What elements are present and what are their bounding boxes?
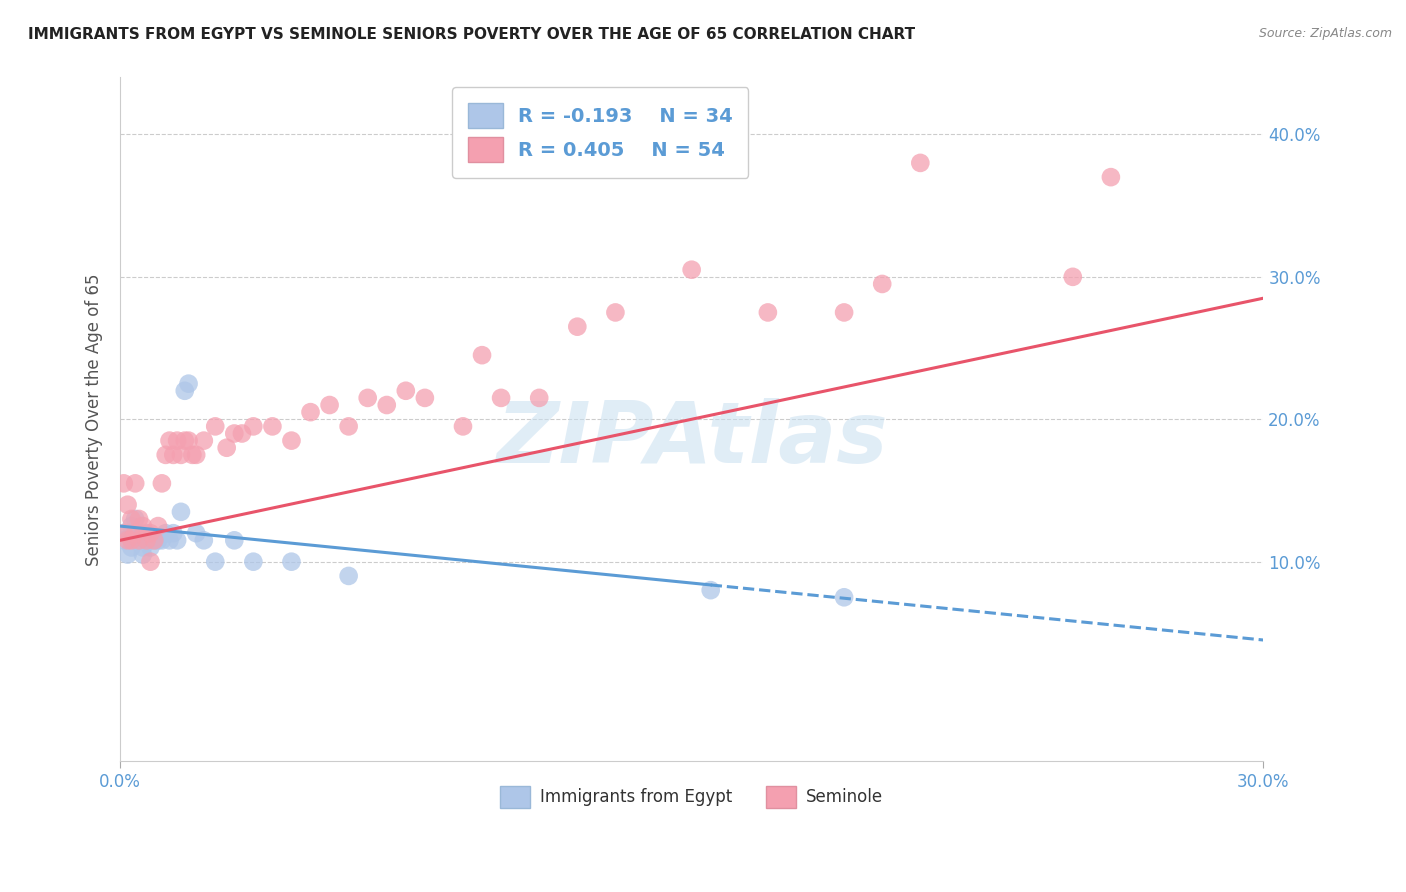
- Point: [1099, 170, 1122, 185]
- Point: [120, 512, 142, 526]
- Point: [170, 448, 193, 462]
- Point: [413, 391, 436, 405]
- Point: [177, 376, 200, 391]
- Point: [471, 348, 494, 362]
- Text: IMMIGRANTS FROM EGYPT VS SEMINOLE SENIORS POVERTY OVER THE AGE OF 65 CORRELATION: IMMIGRANTS FROM EGYPT VS SEMINOLE SENIOR…: [28, 27, 915, 42]
- Point: [120, 533, 142, 548]
- Point: [132, 548, 155, 562]
- Point: [135, 526, 157, 541]
- Point: [242, 419, 264, 434]
- Point: [112, 533, 135, 548]
- Point: [155, 448, 177, 462]
- Point: [162, 526, 184, 541]
- Point: [193, 434, 215, 448]
- Point: [177, 434, 200, 448]
- Point: [224, 533, 246, 548]
- Point: [832, 591, 855, 605]
- Point: [224, 426, 246, 441]
- Point: [170, 505, 193, 519]
- Point: [124, 533, 146, 548]
- Point: [128, 533, 150, 548]
- Point: [357, 391, 380, 405]
- Y-axis label: Seniors Poverty Over the Age of 65: Seniors Poverty Over the Age of 65: [86, 273, 103, 566]
- Point: [150, 476, 173, 491]
- Point: [870, 277, 893, 291]
- Point: [173, 384, 195, 398]
- Point: [204, 419, 226, 434]
- Point: [280, 555, 302, 569]
- Point: [756, 305, 779, 319]
- Point: [215, 441, 238, 455]
- Point: [193, 533, 215, 548]
- Point: [1062, 269, 1084, 284]
- Point: [112, 476, 135, 491]
- Point: [117, 548, 139, 562]
- Point: [166, 434, 188, 448]
- Point: [451, 419, 474, 434]
- Point: [120, 519, 142, 533]
- Point: [120, 541, 142, 555]
- Point: [135, 533, 157, 548]
- Point: [186, 526, 208, 541]
- Point: [395, 384, 418, 398]
- Point: [124, 512, 146, 526]
- Point: [132, 519, 155, 533]
- Point: [605, 305, 627, 319]
- Point: [299, 405, 322, 419]
- Point: [132, 541, 155, 555]
- Point: [375, 398, 398, 412]
- Point: [117, 533, 139, 548]
- Point: [231, 426, 253, 441]
- Point: [139, 533, 162, 548]
- Point: [143, 533, 166, 548]
- Point: [318, 398, 340, 412]
- Text: ZIPAtlas: ZIPAtlas: [496, 398, 887, 482]
- Point: [262, 419, 284, 434]
- Point: [337, 569, 360, 583]
- Point: [832, 305, 855, 319]
- Point: [112, 526, 135, 541]
- Point: [146, 519, 169, 533]
- Point: [117, 526, 139, 541]
- Text: Source: ZipAtlas.com: Source: ZipAtlas.com: [1258, 27, 1392, 40]
- Point: [173, 434, 195, 448]
- Point: [166, 533, 188, 548]
- Legend: Immigrants from Egypt, Seminole: Immigrants from Egypt, Seminole: [494, 780, 890, 814]
- Point: [204, 555, 226, 569]
- Point: [146, 533, 169, 548]
- Point: [128, 526, 150, 541]
- Point: [139, 526, 162, 541]
- Point: [150, 533, 173, 548]
- Point: [159, 533, 181, 548]
- Point: [910, 156, 932, 170]
- Point: [337, 419, 360, 434]
- Point: [242, 555, 264, 569]
- Point: [128, 533, 150, 548]
- Point: [155, 526, 177, 541]
- Point: [280, 434, 302, 448]
- Point: [139, 541, 162, 555]
- Point: [124, 526, 146, 541]
- Point: [567, 319, 589, 334]
- Point: [489, 391, 512, 405]
- Point: [128, 512, 150, 526]
- Point: [117, 498, 139, 512]
- Point: [135, 533, 157, 548]
- Point: [529, 391, 551, 405]
- Point: [162, 448, 184, 462]
- Point: [124, 476, 146, 491]
- Point: [143, 533, 166, 548]
- Point: [699, 583, 721, 598]
- Point: [159, 434, 181, 448]
- Point: [681, 262, 703, 277]
- Point: [186, 448, 208, 462]
- Point: [139, 555, 162, 569]
- Point: [181, 448, 204, 462]
